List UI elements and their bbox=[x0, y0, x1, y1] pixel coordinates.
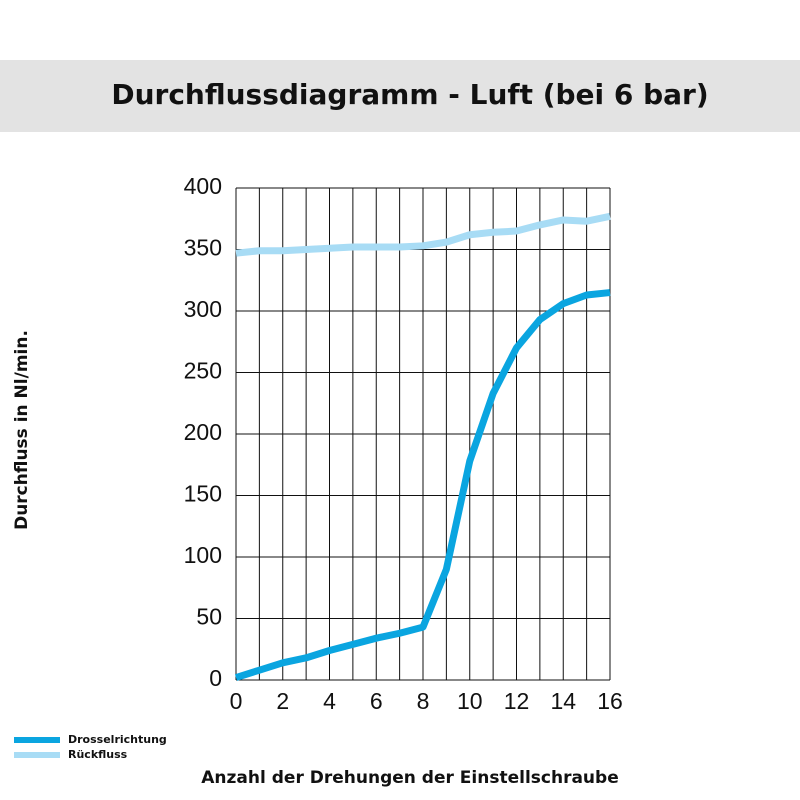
y-tick-label: 350 bbox=[184, 235, 222, 261]
y-tick-label: 50 bbox=[196, 604, 222, 630]
y-tick-label: 100 bbox=[184, 542, 222, 568]
x-tick-label: 2 bbox=[276, 688, 289, 714]
y-tick-label: 0 bbox=[209, 665, 222, 691]
x-tick-label: 4 bbox=[323, 688, 336, 714]
legend-label: Rückfluss bbox=[68, 748, 128, 761]
y-tick-label: 400 bbox=[184, 173, 222, 199]
x-tick-label: 10 bbox=[457, 688, 483, 714]
x-tick-label: 6 bbox=[370, 688, 383, 714]
x-tick-label: 12 bbox=[504, 688, 530, 714]
chart-title: Durchflussdiagramm - Luft (bei 6 bar) bbox=[111, 78, 708, 111]
y-axis-label: Durchfluss in Nl/min. bbox=[12, 330, 32, 530]
x-tick-label: 0 bbox=[230, 688, 243, 714]
legend-label: Drosselrichtung bbox=[68, 733, 167, 746]
title-band bbox=[0, 60, 800, 132]
data-line bbox=[234, 289, 611, 681]
x-tick-label: 8 bbox=[417, 688, 430, 714]
x-tick-label: 16 bbox=[597, 688, 623, 714]
y-tick-label: 200 bbox=[184, 419, 222, 445]
y-tick-label: 250 bbox=[184, 358, 222, 384]
data-line bbox=[235, 212, 611, 257]
x-tick-label: 14 bbox=[550, 688, 576, 714]
x-axis-label: Anzahl der Drehungen der Einstellschraub… bbox=[201, 768, 618, 788]
y-tick-label: 150 bbox=[184, 481, 222, 507]
y-tick-label: 300 bbox=[184, 296, 222, 322]
